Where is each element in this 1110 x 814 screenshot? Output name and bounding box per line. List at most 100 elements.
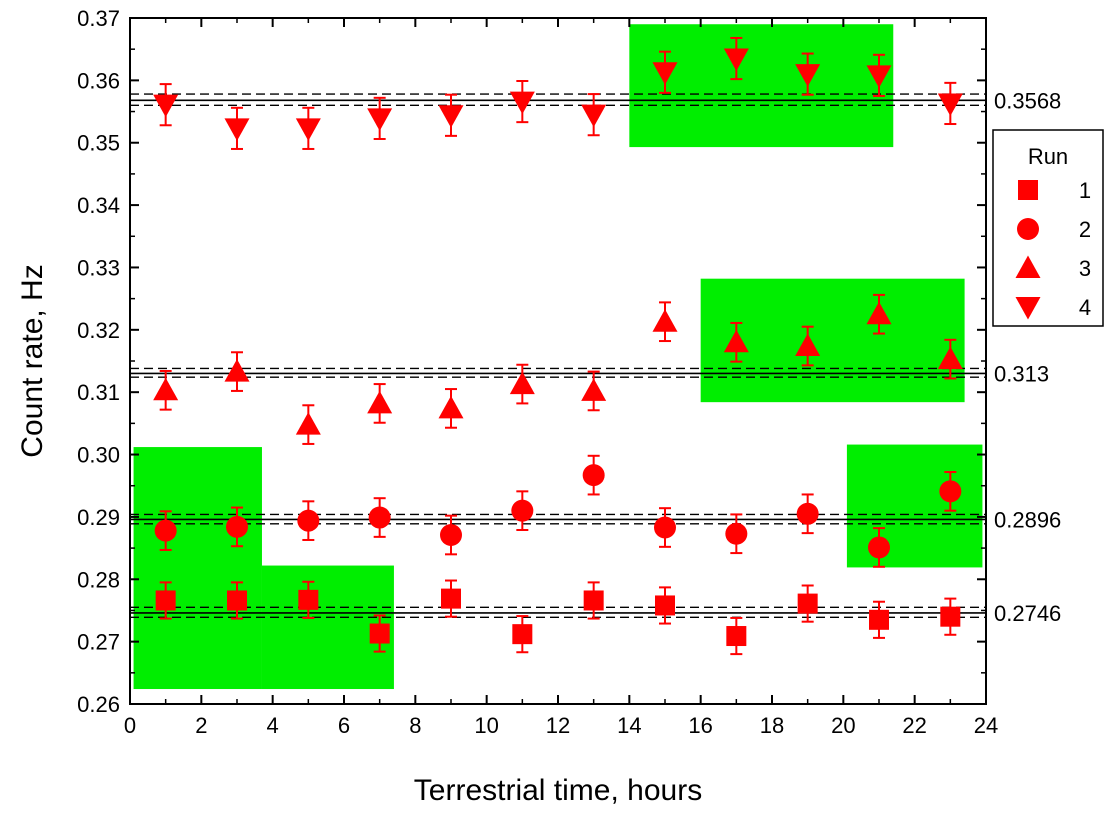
data-point bbox=[797, 593, 818, 614]
series-2 bbox=[154, 454, 962, 568]
legend-label-1: 1 bbox=[1079, 178, 1091, 203]
legend-title: Run bbox=[1028, 144, 1068, 169]
reference-label-1: 0.3568 bbox=[994, 88, 1061, 113]
data-point bbox=[512, 624, 533, 645]
series-4 bbox=[153, 36, 963, 150]
data-point bbox=[868, 536, 890, 559]
data-point bbox=[153, 94, 179, 118]
reference-label-2: 0.313 bbox=[994, 361, 1049, 386]
x-tick-label: 2 bbox=[195, 713, 207, 738]
y-tick-label: 0.30 bbox=[77, 443, 120, 468]
legend-items: 1 2 3 4 bbox=[1015, 178, 1091, 320]
y-tick-label: 0.35 bbox=[77, 131, 120, 156]
x-tick-label: 24 bbox=[974, 713, 998, 738]
data-point bbox=[295, 118, 321, 141]
data-point bbox=[582, 464, 605, 487]
legend-marker-1 bbox=[1018, 180, 1038, 200]
y-tick-label: 0.33 bbox=[77, 255, 120, 280]
y-tick-label: 0.26 bbox=[77, 692, 120, 717]
y-tick-label: 0.37 bbox=[77, 6, 120, 31]
x-tick-label: 10 bbox=[474, 713, 498, 738]
data-point bbox=[438, 395, 464, 419]
data-point bbox=[652, 309, 678, 332]
data-point bbox=[155, 590, 176, 611]
data-point bbox=[368, 506, 391, 529]
x-tick-label: 20 bbox=[831, 713, 855, 738]
x-tick-label: 14 bbox=[617, 713, 641, 738]
data-point bbox=[581, 104, 607, 128]
data-point bbox=[725, 522, 748, 545]
y-tick-label: 0.28 bbox=[77, 567, 120, 592]
highlight-region-3 bbox=[846, 444, 983, 568]
data-point bbox=[509, 371, 535, 395]
x-tick-label: 12 bbox=[546, 713, 570, 738]
x-tick-label: 16 bbox=[688, 713, 712, 738]
y-tick-label: 0.36 bbox=[77, 68, 120, 93]
x-tick-label: 18 bbox=[760, 713, 784, 738]
data-point bbox=[937, 346, 963, 370]
data-point bbox=[796, 502, 819, 525]
data-point bbox=[509, 91, 535, 115]
axis-ticks: 0 2 4 6 8 10 12 14 16 18 20 22 240.260.270.280.290.3… bbox=[77, 6, 998, 738]
data-point bbox=[511, 499, 534, 522]
y-tick-label: 0.34 bbox=[77, 193, 120, 218]
x-tick-label: 22 bbox=[902, 713, 926, 738]
data-point bbox=[869, 609, 889, 630]
data-series bbox=[153, 36, 963, 656]
legend-marker-2 bbox=[1017, 218, 1039, 240]
data-point bbox=[866, 65, 892, 88]
data-point bbox=[154, 519, 177, 542]
legend-marker-3 bbox=[1015, 255, 1041, 278]
data-point bbox=[224, 359, 250, 382]
data-point bbox=[438, 105, 464, 128]
reference-label-3: 0.2896 bbox=[994, 507, 1061, 532]
y-tick-label: 0.27 bbox=[77, 630, 120, 655]
highlight-regions bbox=[133, 24, 983, 690]
data-point bbox=[367, 390, 393, 414]
x-tick-label: 8 bbox=[409, 713, 421, 738]
data-point bbox=[227, 590, 247, 611]
series-3 bbox=[153, 293, 963, 445]
legend-label-3: 3 bbox=[1079, 256, 1091, 281]
y-axis-title: Count rate, Hz bbox=[16, 264, 49, 457]
data-point bbox=[583, 590, 604, 611]
y-tick-label: 0.31 bbox=[77, 380, 120, 405]
series-1 bbox=[155, 579, 961, 656]
reference-lines bbox=[130, 93, 986, 619]
legend-label-2: 2 bbox=[1079, 217, 1091, 242]
data-point bbox=[866, 301, 892, 325]
x-tick-label: 0 bbox=[124, 713, 136, 738]
data-point bbox=[652, 62, 678, 85]
data-point bbox=[440, 523, 462, 546]
data-point bbox=[795, 333, 821, 357]
data-point bbox=[726, 626, 747, 647]
highlight-region-2 bbox=[700, 278, 965, 403]
data-point bbox=[297, 509, 320, 532]
data-point bbox=[226, 515, 248, 538]
legend-box bbox=[992, 129, 1104, 327]
data-point bbox=[723, 48, 749, 72]
x-tick-label: 6 bbox=[338, 713, 350, 738]
y-tick-label: 0.29 bbox=[77, 505, 120, 530]
data-point bbox=[367, 108, 393, 131]
data-point bbox=[795, 64, 821, 87]
reference-labels: 0.3568 0.313 0.2896 0.2746 bbox=[994, 88, 1061, 626]
data-point bbox=[723, 329, 749, 353]
data-point bbox=[224, 118, 250, 141]
data-point bbox=[369, 623, 390, 644]
data-point bbox=[581, 378, 607, 401]
legend-marker-4 bbox=[1015, 297, 1041, 320]
highlight-region-4 bbox=[133, 447, 262, 690]
data-point bbox=[298, 589, 319, 610]
data-point bbox=[939, 480, 962, 503]
legend-label-4: 4 bbox=[1079, 295, 1091, 320]
highlight-region-1 bbox=[629, 24, 894, 148]
data-point bbox=[654, 516, 676, 539]
x-tick-label: 4 bbox=[267, 713, 279, 738]
data-point bbox=[937, 93, 963, 116]
data-point bbox=[655, 595, 675, 616]
legend: Run 1 2 3 4 bbox=[992, 129, 1104, 327]
y-tick-label: 0.32 bbox=[77, 318, 120, 343]
data-point bbox=[295, 412, 321, 435]
